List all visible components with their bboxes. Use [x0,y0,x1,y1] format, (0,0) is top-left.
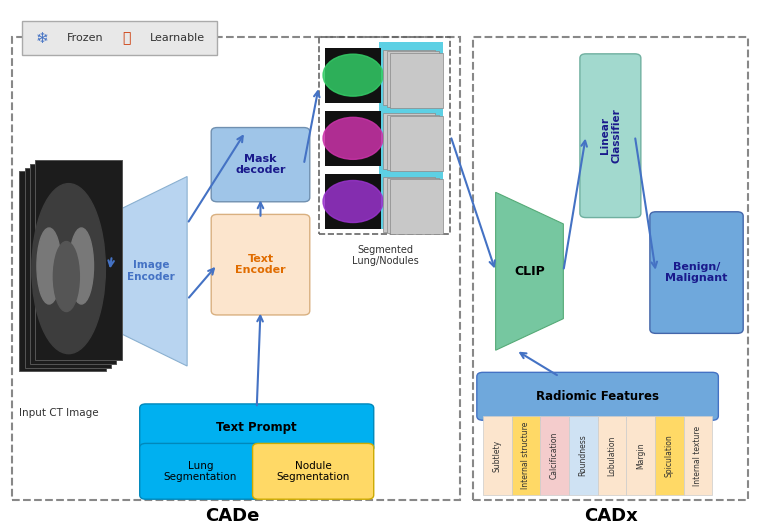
Circle shape [323,54,383,96]
Bar [390,116,443,171]
Bar [387,52,439,107]
Text: CADe: CADe [205,507,259,525]
Text: Roundness: Roundness [579,435,587,476]
Ellipse shape [69,228,93,304]
Bar [325,174,381,229]
Text: CADx: CADx [584,507,637,525]
Bar [325,47,381,103]
Text: Nodule
Segmentation: Nodule Segmentation [277,461,350,482]
Text: Internal structure: Internal structure [522,422,531,489]
Bar [626,416,655,495]
FancyBboxPatch shape [252,443,374,499]
Ellipse shape [37,228,61,304]
Bar [383,50,435,105]
Text: CLIP: CLIP [514,265,545,278]
Bar [383,177,435,232]
Circle shape [323,118,383,160]
Text: Learnable: Learnable [149,34,205,43]
Bar [569,416,597,495]
Bar [684,416,713,495]
Bar [35,160,122,360]
Text: Mask
decoder: Mask decoder [235,154,286,176]
Text: Calcification: Calcification [550,432,559,479]
Bar [390,53,443,108]
Bar [20,171,106,371]
Bar [473,37,747,500]
Text: ❄: ❄ [36,31,49,46]
Bar [540,416,569,495]
Bar [30,164,117,364]
Bar [24,168,111,368]
Bar [379,42,443,229]
FancyBboxPatch shape [139,443,261,499]
FancyBboxPatch shape [211,128,310,202]
Text: Image
Encoder: Image Encoder [127,261,175,282]
Bar [383,113,435,169]
Text: Segmented
Lung/Nodules: Segmented Lung/Nodules [352,245,418,267]
Bar [12,37,459,500]
Bar [512,416,540,495]
Text: Margin: Margin [636,442,645,469]
Text: Lobulation: Lobulation [607,435,616,476]
Text: Subtlety: Subtlety [493,439,502,471]
FancyBboxPatch shape [139,404,374,452]
Bar [319,37,450,235]
Bar [325,111,381,166]
Bar [597,416,626,495]
Bar [390,179,443,235]
Text: Text
Encoder: Text Encoder [235,254,286,276]
Bar [21,21,218,55]
Bar [387,115,439,170]
Text: 🔥: 🔥 [123,31,131,45]
FancyBboxPatch shape [477,372,719,420]
Text: Frozen: Frozen [67,34,103,43]
FancyBboxPatch shape [211,214,310,315]
Ellipse shape [32,184,105,354]
Text: Input CT Image: Input CT Image [20,409,99,418]
Bar [655,416,684,495]
Text: Text Prompt: Text Prompt [217,421,297,435]
Bar [387,178,439,233]
Polygon shape [112,177,187,366]
Text: Internal texture: Internal texture [694,426,703,486]
Ellipse shape [53,242,80,312]
Text: Benign/
Malignant: Benign/ Malignant [666,262,728,284]
Text: Spiculation: Spiculation [665,434,674,477]
Polygon shape [496,192,563,350]
Circle shape [323,180,383,222]
FancyBboxPatch shape [650,212,743,334]
FancyBboxPatch shape [580,54,641,218]
Text: Lung
Segmentation: Lung Segmentation [164,461,237,482]
Text: Radiomic Features: Radiomic Features [536,390,659,403]
Text: Linear
Classifier: Linear Classifier [600,109,621,163]
Bar [483,416,512,495]
